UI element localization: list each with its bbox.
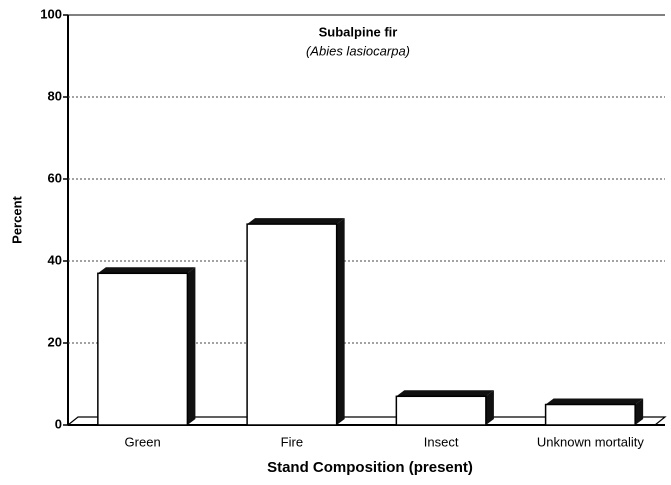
bar (97, 272, 189, 426)
x-axis-label: Stand Composition (present) (267, 459, 473, 476)
x-tick-label: Green (125, 434, 161, 449)
y-axis-label: Percent (9, 195, 24, 243)
y-tick-label: 60 (48, 170, 62, 185)
bar (544, 403, 636, 426)
chart-subtitle: (Abies lasiocarpa) (306, 43, 410, 58)
bar-side (187, 267, 196, 425)
bar-top (396, 390, 494, 397)
bar-side (336, 218, 345, 425)
bar-side (635, 398, 644, 425)
x-tick-label: Fire (281, 434, 303, 449)
bar-top (545, 398, 644, 405)
bar (395, 395, 487, 426)
chart-title: Subalpine fir (319, 24, 398, 39)
y-tick-label: 20 (48, 334, 62, 349)
bar-top (247, 218, 345, 225)
x-tick-label: Unknown mortality (537, 434, 644, 449)
y-tick-label: 0 (55, 416, 62, 431)
y-tick-label: 40 (48, 252, 62, 267)
bar-side (485, 390, 494, 425)
x-tick-label: Insect (424, 434, 459, 449)
y-tick-label: 100 (40, 6, 62, 21)
bar-top (97, 267, 196, 274)
y-tick-label: 80 (48, 88, 62, 103)
bar (246, 223, 338, 426)
